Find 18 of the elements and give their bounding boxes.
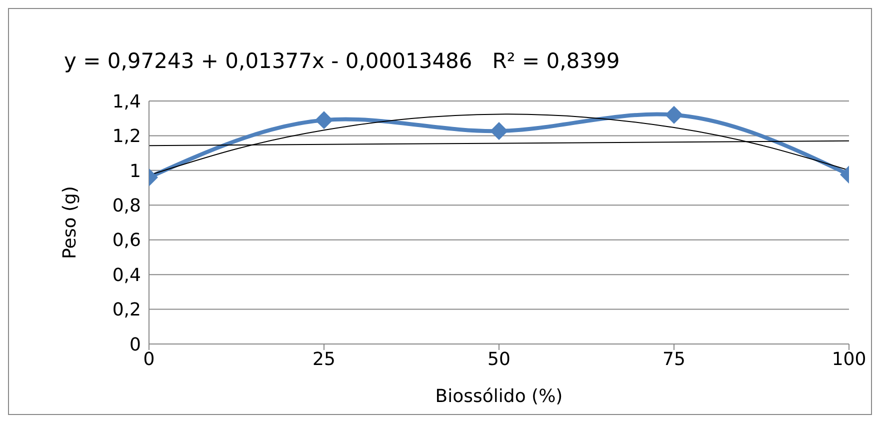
x-tick-label: 25 (312, 348, 336, 370)
x-axis-title: Biossólido (%) (435, 386, 563, 407)
x-tick-label: 100 (832, 348, 866, 370)
y-tick-label: 0 (130, 334, 141, 356)
text: y = 0,97243 + 0,01377x - 0,00013486 (64, 49, 472, 73)
y-axis-title: Peso (g) (59, 186, 80, 259)
y-tick-label: 0,2 (112, 300, 141, 321)
y-tick-label: 1,2 (112, 126, 141, 148)
x-tick-label: 75 (662, 348, 686, 370)
y-tick-label: 0,8 (112, 196, 141, 217)
text: R² = 0,8399 (492, 49, 620, 73)
y-tick-label: 0,4 (112, 264, 141, 286)
x-tick-label: 0 (143, 348, 155, 370)
y-tick-label: 1 (130, 160, 141, 182)
y-tick-label: 0,6 (112, 230, 141, 252)
y-tick-label: 1,4 (112, 91, 141, 112)
x-tick-label: 50 (488, 348, 510, 370)
point (490, 122, 508, 140)
